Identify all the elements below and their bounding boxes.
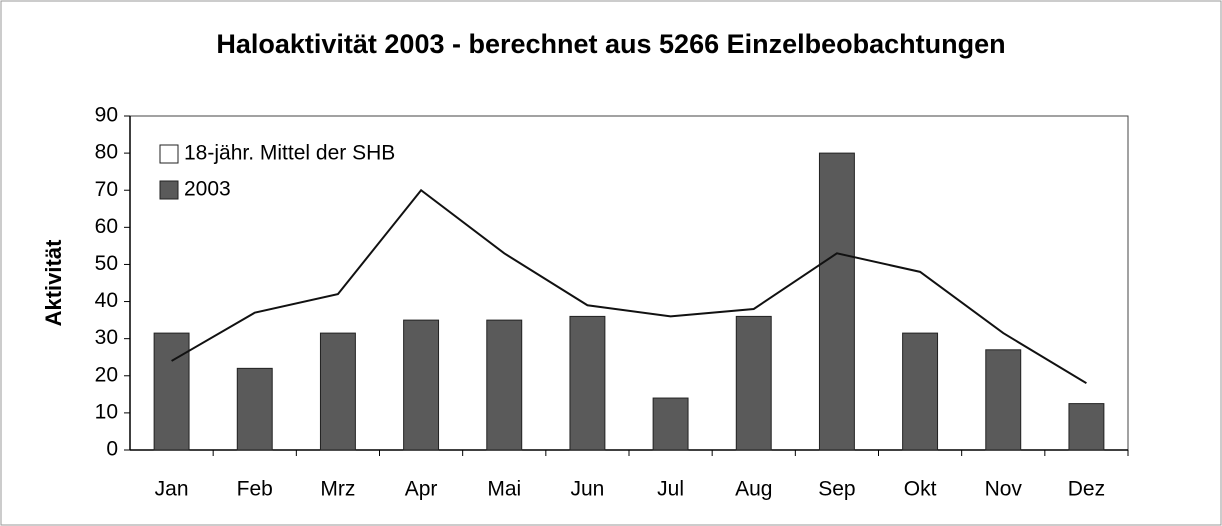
x-tick-label: Dez <box>1068 478 1105 501</box>
x-tick-label: Okt <box>904 478 937 501</box>
bar <box>403 319 440 451</box>
bar <box>985 349 1022 451</box>
x-tick-label: Sep <box>818 478 855 501</box>
y-tick-label: 30 <box>95 326 118 349</box>
x-tick-label: Nov <box>985 478 1023 501</box>
y-tick-label: 40 <box>95 289 118 312</box>
x-tick-label: Aug <box>735 478 772 501</box>
legend-swatch <box>159 180 179 200</box>
y-tick-label: 50 <box>95 252 118 275</box>
bar <box>1068 403 1105 451</box>
bar <box>818 152 855 451</box>
y-axis-label: Aktivität <box>41 239 66 326</box>
y-tick-label: 90 <box>95 104 118 127</box>
legend-label: 2003 <box>184 178 231 201</box>
bar <box>652 397 689 451</box>
bar <box>902 332 939 451</box>
line <box>171 188 1087 385</box>
y-tick-label: 80 <box>95 141 118 164</box>
bar <box>236 367 273 451</box>
bar <box>486 319 523 451</box>
bar <box>735 315 772 451</box>
x-tick-label: Jun <box>570 478 604 501</box>
y-tick-label: 20 <box>95 363 118 386</box>
y-tick-label: 60 <box>95 215 118 238</box>
bar <box>319 332 356 451</box>
bar <box>569 315 606 451</box>
y-tick-label: 0 <box>106 438 118 461</box>
chart-title: Haloaktivität 2003 - berechnet aus 5266 … <box>216 29 1005 59</box>
x-tick-label: Mai <box>487 478 521 501</box>
legend-label: 18-jähr. Mittel der SHB <box>184 142 395 165</box>
x-tick-label: Feb <box>237 478 273 501</box>
x-tick-label: Apr <box>405 478 438 501</box>
legend-swatch <box>159 144 179 164</box>
x-tick-label: Jul <box>657 478 684 501</box>
x-tick-label: Jan <box>155 478 189 501</box>
x-tick-label: Mrz <box>320 478 355 501</box>
plot-area <box>129 115 1129 451</box>
bar <box>153 332 190 451</box>
y-tick-label: 70 <box>95 178 118 201</box>
y-tick-label: 10 <box>95 400 118 423</box>
